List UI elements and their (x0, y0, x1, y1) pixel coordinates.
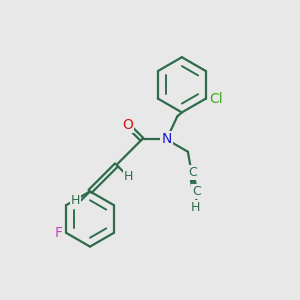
Text: H: H (71, 194, 80, 207)
Text: F: F (55, 226, 63, 240)
Text: H: H (124, 170, 133, 183)
Text: C: C (192, 185, 201, 198)
Text: N: N (161, 132, 172, 146)
Text: O: O (122, 118, 133, 132)
Text: Cl: Cl (209, 92, 223, 106)
Text: C: C (189, 166, 197, 179)
Text: H: H (191, 201, 200, 214)
